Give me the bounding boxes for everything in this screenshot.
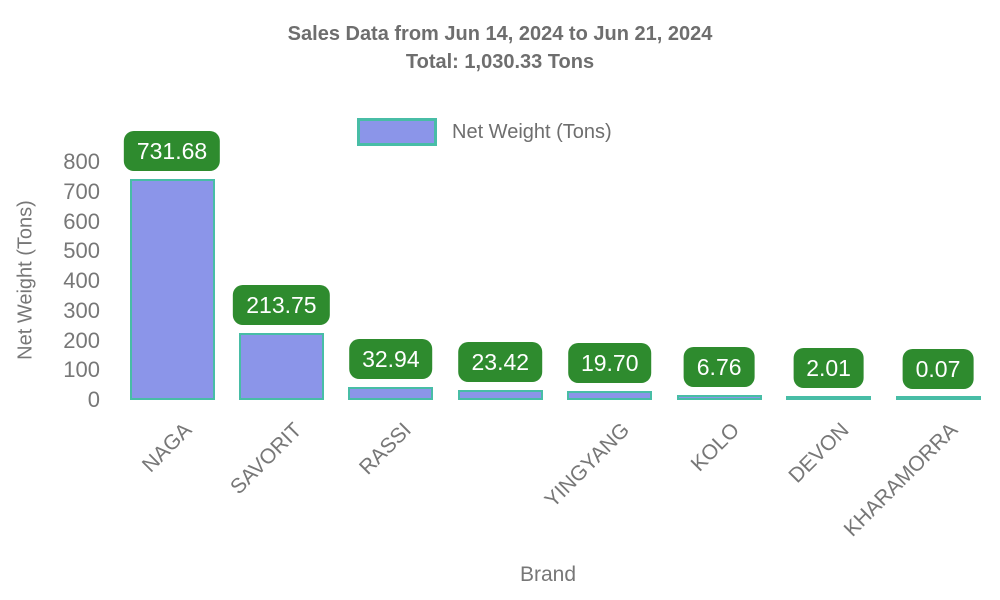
y-tick-label: 700 bbox=[63, 178, 100, 204]
bar-DEVON bbox=[786, 396, 872, 400]
y-tick-label: 300 bbox=[63, 297, 100, 323]
bar-KHARAMORRA bbox=[895, 396, 981, 400]
x-tick-label: YINGYANG bbox=[540, 418, 635, 513]
x-axis-title: Brand bbox=[519, 563, 577, 586]
bar-unnamed bbox=[457, 390, 543, 400]
bar-KOLO bbox=[676, 395, 762, 400]
x-tick-label: KHARAMORRA bbox=[840, 418, 963, 542]
x-tick-label: NAGA bbox=[138, 418, 197, 477]
x-tick-label: KOLO bbox=[686, 418, 744, 477]
bar-value-label: 6.76 bbox=[683, 347, 755, 387]
bar-NAGA bbox=[129, 179, 215, 400]
y-tick-label: 200 bbox=[63, 327, 100, 353]
bar-value-label: 731.68 bbox=[123, 131, 221, 172]
x-tick-label: SAVORIT bbox=[225, 418, 307, 499]
bar-RASSI bbox=[348, 387, 434, 400]
y-tick-label: 500 bbox=[63, 238, 100, 264]
bar-value-label: 32.94 bbox=[349, 339, 433, 380]
bar-value-label: 2.01 bbox=[793, 348, 864, 389]
y-tick-label: 800 bbox=[63, 149, 100, 174]
y-tick-label: 600 bbox=[63, 208, 100, 234]
bar-value-label: 23.42 bbox=[458, 342, 543, 383]
x-tick-label: RASSI bbox=[354, 418, 416, 480]
bar-value-label: 213.75 bbox=[233, 285, 330, 326]
bar-value-label: 19.70 bbox=[567, 343, 652, 384]
chart-title-line1: Sales Data from Jun 14, 2024 to Jun 21, … bbox=[287, 23, 713, 45]
chart-title: Sales Data from Jun 14, 2024 to Jun 21, … bbox=[0, 20, 1000, 76]
bar-value-label: 0.07 bbox=[902, 348, 974, 389]
y-tick-label: 100 bbox=[63, 357, 100, 383]
legend-swatch bbox=[357, 118, 437, 146]
chart-title-line2: Total: 1,030.33 Tons bbox=[405, 51, 595, 73]
bar-SAVORIT bbox=[238, 333, 324, 400]
legend-label: Net Weight (Tons) bbox=[452, 121, 612, 143]
bar-YINGYANG bbox=[567, 391, 653, 400]
x-tick-label: DEVON bbox=[784, 418, 854, 488]
y-tick-label: 0 bbox=[87, 387, 100, 412]
y-tick-label: 400 bbox=[63, 268, 100, 293]
